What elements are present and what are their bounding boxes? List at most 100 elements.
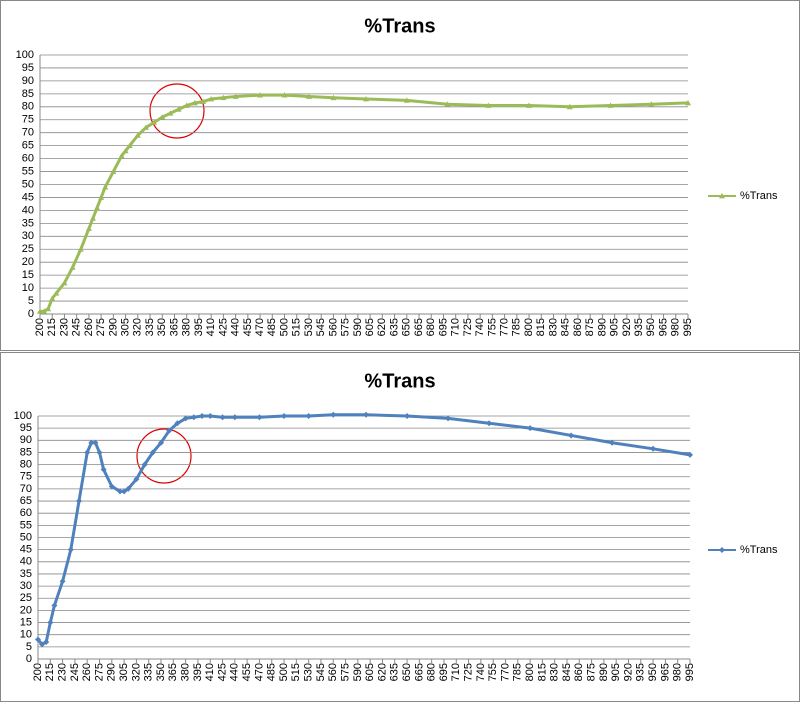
data-point [122, 147, 129, 154]
x-tick-label: 530 [303, 318, 315, 336]
y-tick-label: 50 [22, 178, 34, 190]
data-point [94, 204, 101, 211]
data-point [84, 449, 91, 456]
data-point [51, 602, 58, 609]
data-point [39, 641, 46, 648]
x-tick-label: 350 [156, 318, 168, 336]
x-tick-label: 800 [524, 663, 536, 681]
x-tick-label: 530 [303, 663, 315, 681]
data-point [404, 413, 411, 419]
data-point [67, 546, 74, 553]
x-tick-label: 680 [426, 663, 438, 681]
data-point [526, 102, 533, 108]
x-tick-label: 965 [659, 663, 671, 681]
y-tick-label: 0 [26, 653, 32, 665]
data-point [45, 305, 52, 312]
data-point [220, 94, 227, 101]
legend-label: %Trans [740, 544, 778, 556]
data-point [102, 184, 109, 190]
data-point [108, 483, 115, 490]
x-tick-label: 410 [205, 318, 217, 336]
x-tick-label: 935 [635, 663, 647, 681]
y-tick-label: 20 [20, 604, 32, 616]
x-tick-label: 710 [450, 318, 462, 336]
data-point [191, 99, 198, 106]
y-tick-label: 35 [22, 217, 34, 229]
x-tick-label: 740 [474, 318, 486, 336]
y-tick-label: 85 [20, 446, 32, 458]
x-tick-label: 260 [81, 663, 93, 681]
x-tick-label: 620 [376, 663, 388, 681]
data-point [118, 153, 125, 159]
series-line [36, 413, 691, 647]
x-tick-label: 410 [204, 663, 216, 681]
data-point [88, 439, 95, 446]
data-point [445, 415, 452, 422]
data-point [126, 142, 133, 149]
x-tick-label: 665 [413, 318, 425, 336]
x-tick-label: 515 [290, 663, 302, 681]
x-tick-label: 320 [130, 663, 142, 681]
x-tick-label: 695 [438, 663, 450, 681]
data-point [61, 279, 68, 286]
x-tick-label: 710 [450, 663, 462, 681]
y-tick-label: 60 [20, 507, 32, 519]
chart-panel [0, 0, 800, 351]
y-tick-label: 65 [20, 495, 32, 507]
y-tick-label: 75 [20, 471, 32, 483]
y-tick-label: 60 [22, 153, 34, 165]
y-tick-label: 30 [22, 230, 34, 242]
x-tick-label: 830 [547, 318, 559, 336]
y-tick-label: 95 [20, 422, 32, 434]
x-tick-label: 935 [633, 318, 645, 336]
x-tick-label: 920 [621, 318, 633, 336]
x-tick-label: 455 [242, 318, 254, 336]
x-tick-label: 965 [657, 318, 669, 336]
y-tick-label: 25 [20, 592, 32, 604]
y-tick-label: 45 [22, 191, 34, 203]
x-tick-label: 335 [143, 663, 155, 681]
x-tick-label: 305 [118, 663, 130, 681]
x-tick-label: 200 [32, 663, 44, 681]
x-tick-label: 815 [536, 663, 548, 681]
x-tick-label: 575 [339, 663, 351, 681]
highlight-circle [149, 83, 205, 139]
data-point [37, 308, 43, 314]
data-point [47, 619, 54, 626]
data-point [53, 290, 60, 296]
x-tick-label: 605 [364, 663, 376, 681]
data-point [648, 101, 655, 107]
data-point [363, 411, 370, 418]
chart-title: %Trans [364, 15, 435, 37]
data-point [403, 97, 410, 103]
data-point [141, 461, 148, 468]
x-tick-label: 860 [572, 318, 584, 336]
x-tick-label: 215 [46, 318, 58, 336]
data-point [142, 124, 149, 130]
data-point [166, 427, 173, 434]
chart-title: %Trans [364, 370, 435, 392]
data-point [208, 96, 215, 102]
data-point [43, 638, 50, 645]
data-point [281, 413, 288, 419]
x-tick-label: 890 [598, 663, 610, 681]
x-tick-label: 995 [682, 318, 694, 336]
x-tick-label: 680 [425, 318, 437, 336]
x-tick-label: 755 [487, 663, 499, 681]
data-point [92, 439, 99, 446]
data-point [305, 413, 312, 419]
y-tick-label: 90 [22, 75, 34, 87]
data-point [182, 415, 189, 422]
data-point [219, 414, 226, 421]
data-point [89, 215, 96, 221]
y-tick-label: 50 [20, 531, 32, 543]
x-tick-label: 560 [327, 318, 339, 336]
data-point [231, 414, 238, 421]
x-tick-label: 830 [549, 663, 561, 681]
x-tick-label: 455 [241, 663, 253, 681]
y-tick-label: 5 [28, 295, 34, 307]
x-tick-label: 425 [217, 318, 229, 336]
x-tick-label: 440 [230, 318, 242, 336]
y-tick-label: 40 [22, 204, 34, 216]
x-tick-label: 980 [672, 663, 684, 681]
